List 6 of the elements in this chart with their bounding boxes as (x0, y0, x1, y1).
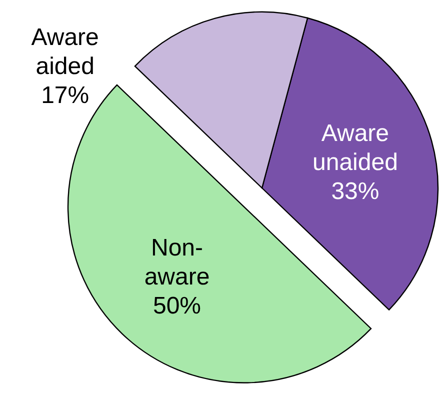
slice-label: Aware aided (31, 24, 99, 80)
data-label: 17% (41, 82, 90, 109)
slice-label: Non-aware (144, 234, 210, 290)
data-label: 50% (152, 292, 202, 320)
slice-label: Aware unaided (312, 119, 398, 176)
data-label: 33% (331, 177, 380, 204)
